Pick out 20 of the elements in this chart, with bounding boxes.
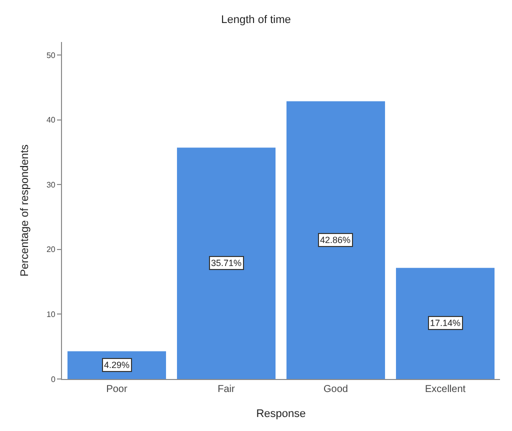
x-axis-title: Response <box>256 408 306 420</box>
data-label: 17.14% <box>430 318 461 328</box>
y-axis-title: Percentage of respondents <box>19 144 32 277</box>
bar <box>176 148 276 379</box>
y-tick-label: 40 <box>46 116 56 125</box>
data-label: 35.71% <box>211 258 242 268</box>
chart-title: Length of time <box>221 14 291 26</box>
x-tick-label: Poor <box>106 384 128 395</box>
y-tick-label: 0 <box>50 374 56 384</box>
y-tick-label: 50 <box>46 50 56 60</box>
y-tick-label: 30 <box>46 180 56 190</box>
bar <box>286 101 386 379</box>
bar <box>396 268 495 379</box>
data-label: 42.86% <box>320 235 351 245</box>
data-label: 4.29% <box>104 360 130 370</box>
x-tick-label: Excellent <box>424 384 466 395</box>
y-tick-label: 20 <box>46 245 56 254</box>
x-tick-label: Good <box>324 384 348 395</box>
x-tick-label: Fair <box>218 384 236 395</box>
y-tick-label: 10 <box>46 310 56 319</box>
